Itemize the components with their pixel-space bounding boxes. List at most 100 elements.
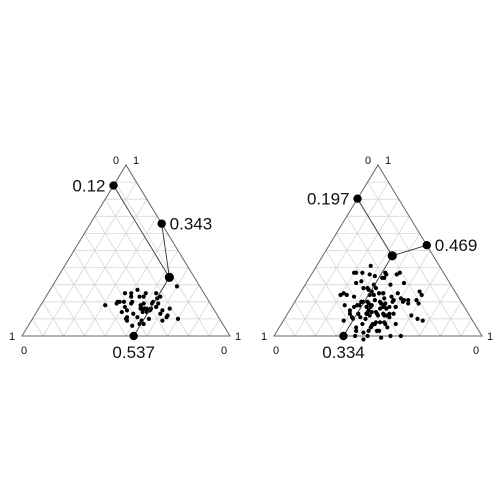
data-point: [377, 306, 383, 311]
data-point: [377, 320, 383, 325]
grid-line: [294, 181, 389, 337]
data-point: [373, 286, 379, 291]
data-point: [344, 292, 349, 298]
grid-line: [367, 181, 462, 337]
data-point: [354, 325, 359, 330]
data-point: [360, 270, 365, 275]
data-point: [131, 311, 136, 316]
grid-line: [42, 181, 137, 337]
data-point: [174, 284, 180, 289]
data-point: [351, 294, 357, 299]
data-point: [363, 316, 368, 321]
data-point: [387, 311, 392, 316]
data-point: [391, 297, 396, 303]
data-point: [367, 272, 372, 277]
ternary-frame: [273, 164, 483, 337]
grid-line: [304, 284, 337, 337]
data-point: [387, 304, 392, 310]
data-point: [354, 270, 359, 275]
data-point: [355, 303, 360, 308]
mean-edge-marker-right: [422, 240, 431, 250]
data-point: [384, 306, 389, 311]
data-point: [167, 306, 172, 311]
data-point: [160, 318, 165, 323]
mean-label-right: 0.469: [435, 236, 478, 255]
data-point: [401, 280, 407, 286]
corner-tick-label: 0: [365, 155, 371, 167]
grid-line: [94, 216, 168, 337]
data-point: [406, 301, 411, 306]
data-point: [341, 318, 346, 323]
data-point: [361, 337, 366, 342]
data-point: [342, 303, 347, 308]
grid-line: [284, 318, 296, 337]
data-point: [140, 309, 145, 315]
data-point: [175, 316, 181, 321]
grid-line: [208, 318, 220, 337]
grid-line: [84, 216, 158, 337]
data-point: [146, 316, 151, 321]
data-point: [130, 323, 135, 328]
data-point: [420, 318, 425, 323]
data-point: [349, 315, 355, 320]
mean-guide-line: [133, 277, 170, 337]
data-point: [137, 294, 142, 299]
data-point: [361, 286, 366, 291]
mean-label-bottom: 0.537: [112, 343, 155, 362]
data-point: [388, 333, 393, 339]
data-point: [416, 301, 421, 306]
ternary-frame: [21, 164, 231, 337]
mean-guide-line: [161, 223, 170, 278]
grid-line: [419, 284, 452, 337]
data-point: [135, 287, 140, 292]
data-point: [138, 303, 143, 308]
grid-line: [115, 181, 210, 337]
data-point: [376, 291, 382, 296]
data-point: [117, 299, 122, 304]
data-point: [371, 292, 376, 298]
data-point: [398, 296, 403, 301]
data-point: [369, 309, 374, 315]
data-point: [393, 304, 398, 310]
mean-edge-marker-bottom: [129, 331, 138, 341]
data-point: [369, 323, 374, 328]
data-point: [419, 292, 424, 298]
data-point: [366, 301, 371, 306]
mean-label-top: 0.197: [307, 190, 350, 209]
data-point: [381, 291, 386, 296]
corner-tick-label: 0: [273, 345, 279, 357]
data-point: [351, 304, 357, 310]
data-point: [353, 333, 358, 339]
data-point: [366, 328, 371, 333]
corner-tick-label: 1: [261, 331, 267, 343]
data-point: [158, 294, 163, 299]
corner-tick-label: 1: [133, 155, 139, 167]
data-point: [160, 308, 165, 313]
data-point: [381, 304, 386, 310]
data-point: [406, 297, 411, 303]
data-point: [154, 291, 159, 296]
data-point: [122, 291, 128, 296]
corner-tick-label: 1: [9, 331, 15, 343]
data-point: [379, 335, 384, 340]
mean-label-top: 0.12: [72, 177, 105, 196]
data-point: [415, 316, 420, 321]
data-point: [119, 309, 124, 315]
grid-line: [460, 318, 472, 337]
mean-guide-line: [343, 255, 393, 337]
data-point: [361, 330, 366, 335]
data-point: [369, 303, 374, 308]
grid-line: [125, 250, 179, 337]
data-point: [156, 301, 161, 306]
grid-line: [356, 198, 441, 337]
grid-line: [32, 318, 44, 337]
data-point: [124, 315, 130, 320]
data-point: [395, 291, 400, 296]
data-point: [367, 313, 372, 318]
data-point: [338, 292, 343, 298]
corner-tick-label: 1: [487, 331, 493, 343]
grid-line: [315, 198, 400, 337]
